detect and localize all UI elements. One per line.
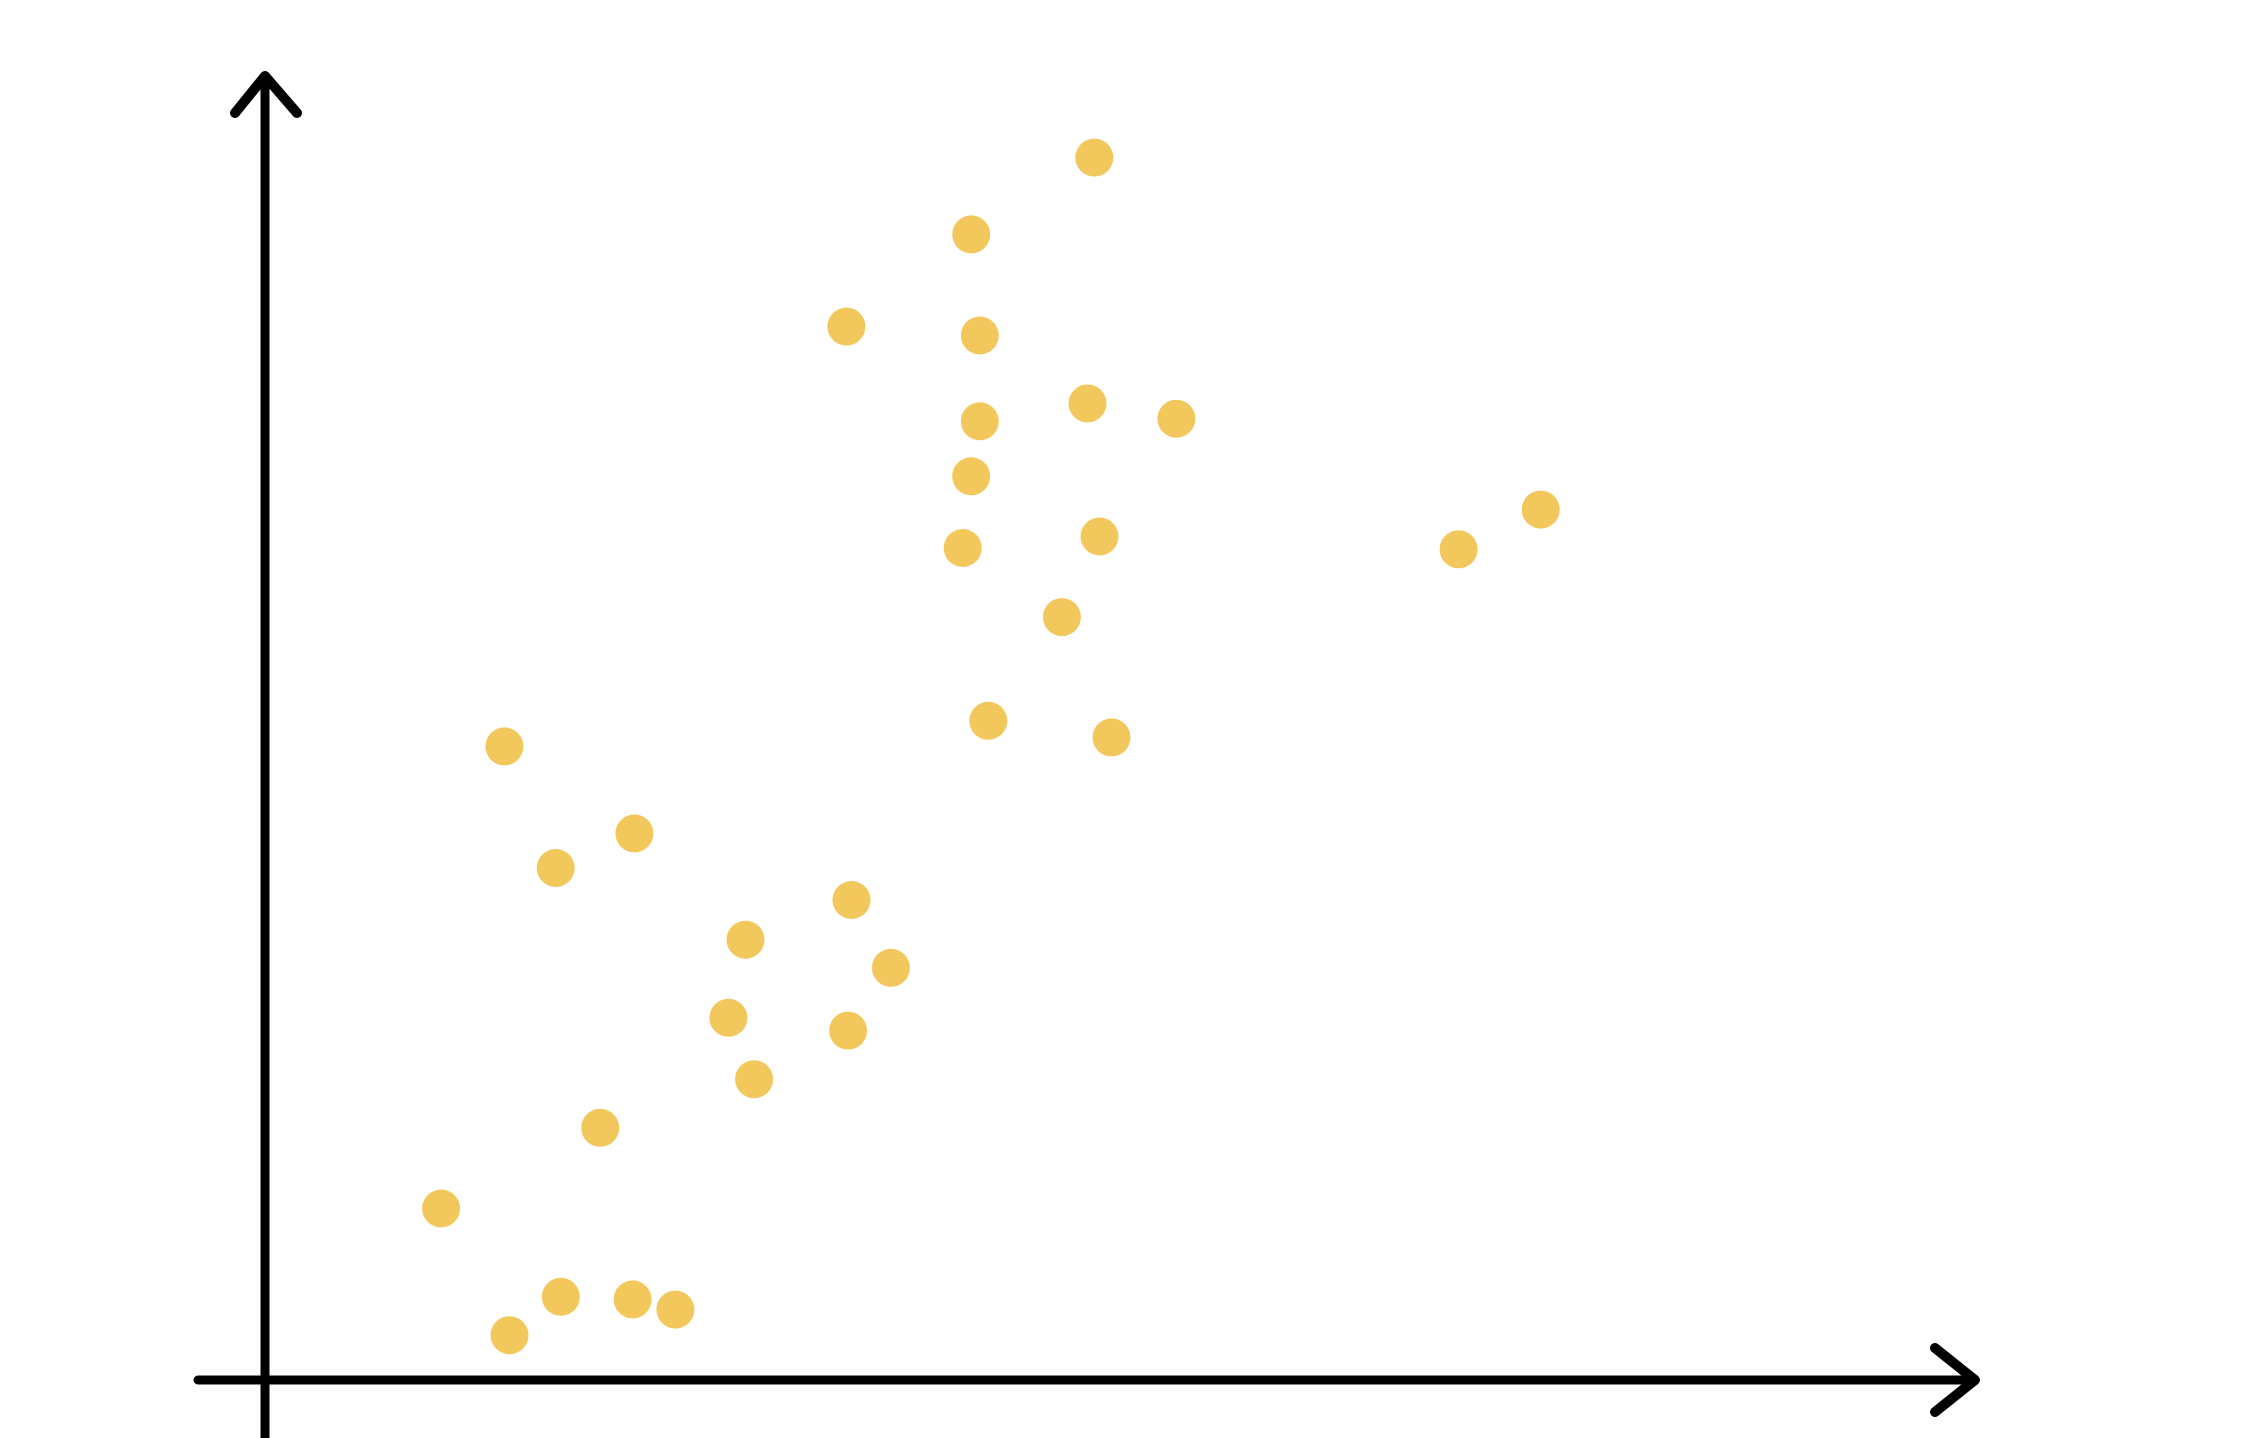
data-point [541, 1277, 580, 1316]
data-point [827, 307, 866, 346]
data-point [726, 920, 765, 959]
data-point [656, 1290, 695, 1329]
data-point [829, 1011, 868, 1050]
data-point [1080, 517, 1119, 556]
axes [193, 71, 1980, 1438]
data-point [952, 457, 991, 496]
data-point [490, 1316, 529, 1355]
data-point [943, 529, 982, 567]
y-axis-arrowhead [230, 71, 302, 118]
data-point [871, 948, 910, 987]
data-point [613, 1280, 652, 1319]
data-point [536, 849, 575, 887]
data-point [1157, 399, 1196, 438]
data-point [422, 1189, 461, 1228]
data-point [485, 727, 524, 766]
data-point [581, 1108, 620, 1147]
data-point [709, 998, 748, 1037]
data-point [1521, 490, 1560, 529]
data-point [1092, 718, 1131, 757]
data-point [1042, 598, 1081, 637]
data-point [1075, 138, 1114, 177]
data-point [1068, 384, 1107, 423]
data-point [1439, 530, 1478, 569]
data-point [960, 402, 999, 441]
data-point [615, 814, 654, 853]
data-point [832, 881, 871, 919]
data-point [969, 701, 1008, 740]
data-points [422, 138, 1560, 1355]
x-axis-arrowhead [1930, 1343, 1980, 1417]
data-point [960, 316, 999, 355]
data-point [952, 215, 991, 254]
data-point [735, 1060, 774, 1099]
